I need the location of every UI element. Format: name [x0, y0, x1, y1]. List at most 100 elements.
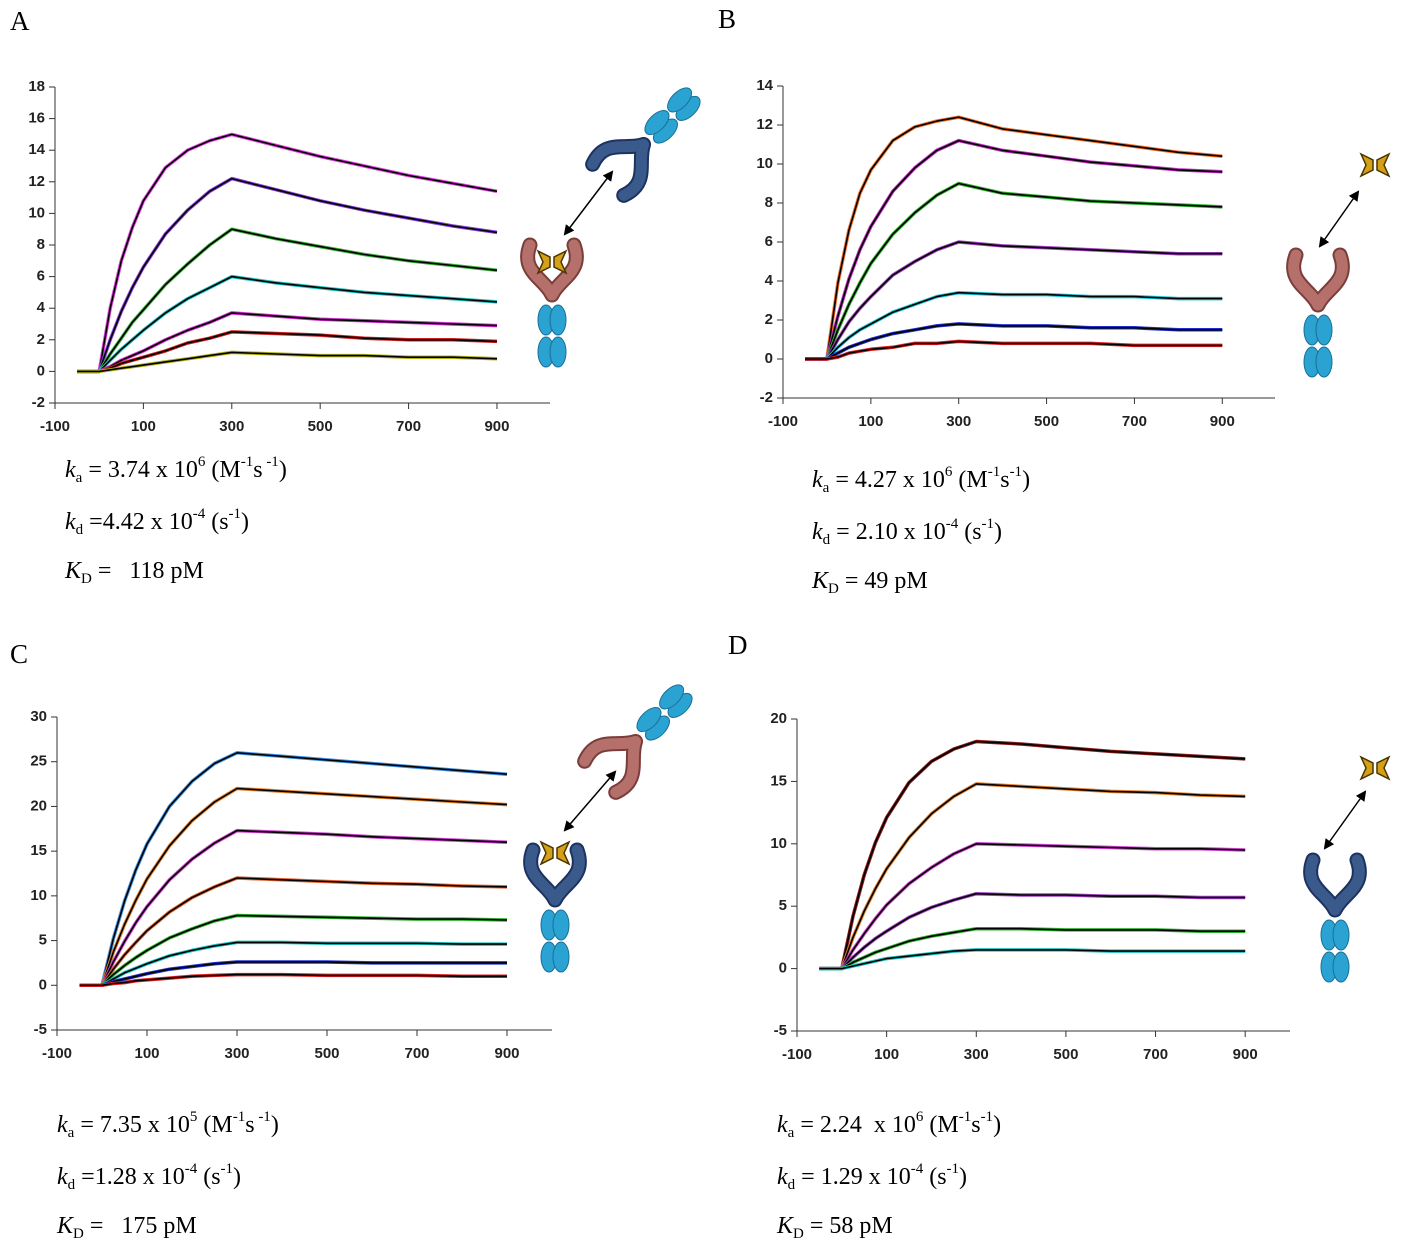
kinetic-text: ) [278, 457, 287, 483]
fit-curve [77, 351, 498, 373]
kinetic-text: (M [952, 467, 988, 493]
kinetic-text: D [81, 571, 92, 587]
kinetic-text: a [787, 1125, 795, 1141]
fit-curve [805, 241, 1223, 360]
kinetic-text: -4 [910, 1161, 924, 1177]
fit-curve [77, 177, 498, 373]
antibody-icon [528, 245, 577, 367]
fit-curve [805, 139, 1223, 360]
kinetic-text: a [822, 480, 830, 496]
kinetic-text: ) [1022, 467, 1031, 493]
x-tick-label: 900 [494, 1045, 519, 1062]
fit-curve [79, 973, 507, 987]
kinetic-text: ) [994, 519, 1003, 545]
binding-arrow [1323, 790, 1367, 850]
kinetic-text: -1 [1009, 464, 1023, 480]
y-tick-label: 0 [765, 350, 773, 367]
kinetic-constant: kd =4.42 x 10-4 (s-1) [65, 507, 287, 559]
kinetic-constant: ka = 2.24 x 106 (M-1s-1) [777, 1110, 1001, 1162]
kinetic-text: = 4.27 x 10 [829, 467, 945, 493]
fit-curve [79, 941, 507, 987]
y-tick-label: 8 [765, 194, 773, 211]
kinetic-constant: KD = 58 pM [777, 1214, 1001, 1257]
data-curve [79, 876, 508, 988]
data-curve [77, 132, 498, 374]
y-tick-label: 15 [770, 772, 787, 789]
kinetic-text: 6 [915, 1109, 924, 1125]
data-curve [77, 350, 498, 374]
kinetic-constant: ka = 3.74 x 106 (M-1s -1) [65, 455, 287, 507]
kinetic-text: k [777, 1164, 788, 1190]
kinetic-text: =1.28 x 10 [75, 1164, 185, 1190]
kinetic-text: k [812, 467, 823, 493]
kinetic-constant: KD = 118 pM [65, 559, 287, 611]
kinetic-text: (s [958, 519, 982, 545]
kinetic-text: ) [241, 509, 250, 535]
y-tick-label: 14 [756, 77, 773, 94]
y-tick-label: 12 [28, 173, 45, 190]
kinetic-text: s [253, 457, 263, 483]
y-tick-label: 30 [30, 708, 47, 725]
y-tick-label: 10 [30, 887, 47, 904]
kinetic-text: =4.42 x 10 [83, 509, 193, 535]
y-tick-label: 15 [30, 842, 47, 859]
kinetic-text: k [812, 519, 823, 545]
kinetics: ka = 2.24 x 106 (M-1s-1) kd = 1.29 x 10-4… [777, 1110, 1001, 1257]
y-tick-label: 20 [30, 797, 47, 814]
antibody-icon [583, 673, 704, 794]
fit-curve [819, 783, 1246, 970]
antibody-icon [531, 850, 580, 972]
kinetic-text: 6 [197, 454, 206, 470]
kinetics: ka = 3.74 x 106 (M-1s -1) kd =4.42 x 10-4… [65, 455, 287, 611]
kinetic-text: K [57, 1213, 74, 1239]
fit-curve [819, 949, 1246, 970]
kinetic-text: 6 [944, 464, 953, 480]
antibody-icon [591, 76, 712, 197]
y-tick-label: 10 [756, 155, 773, 172]
antigen-icon [537, 250, 567, 274]
x-tick-label: 300 [219, 418, 244, 435]
y-tick-label: -2 [32, 394, 45, 411]
panel-label: D [728, 630, 748, 660]
fit-curve [79, 877, 508, 987]
x-tick-label: 500 [314, 1045, 339, 1062]
kinetic-text: k [57, 1112, 68, 1138]
data-curve [77, 227, 498, 374]
kinetic-text: = 2.24 x 10 [794, 1112, 916, 1138]
panel-label: B [718, 4, 736, 34]
kinetic-text: K [777, 1213, 794, 1239]
antigen-icon [540, 841, 570, 865]
fit-curve [819, 927, 1246, 970]
panel-label: C [10, 639, 28, 669]
kinetic-text: d [67, 1177, 76, 1193]
antigen-icon [1360, 756, 1390, 780]
kinetic-text: -1 [240, 454, 254, 470]
kinetic-text: -1 [220, 1161, 234, 1177]
panel: C -5 0 5 10 15 20 25 30 -100 100 300 500 700 900 [10, 639, 552, 1062]
fit-curve [805, 340, 1223, 360]
kinetic-text: (M [923, 1112, 959, 1138]
kinetic-text: (M [197, 1112, 233, 1138]
y-tick-label: 0 [39, 976, 47, 993]
x-tick-label: -100 [42, 1045, 72, 1062]
kinetic-text: d [822, 532, 831, 548]
kinetic-constant: ka = 4.27 x 106 (M-1s-1) [812, 465, 1030, 517]
y-tick-label: 10 [770, 835, 787, 852]
kinetic-text: = 1.29 x 10 [795, 1164, 911, 1190]
kinetic-text: ) [233, 1164, 242, 1190]
kinetic-text: k [65, 457, 76, 483]
x-tick-label: -100 [768, 413, 798, 430]
y-tick-label: 2 [765, 311, 773, 328]
kinetic-text: -4 [192, 506, 206, 522]
kinetic-text: -4 [945, 516, 959, 532]
kinetic-text: -1 [228, 506, 242, 522]
kinetic-text: ) [270, 1112, 279, 1138]
kinetic-text: k [777, 1112, 788, 1138]
x-tick-label: 700 [1122, 413, 1147, 430]
fit-curve [79, 914, 508, 987]
y-tick-label: 6 [765, 233, 773, 250]
panel: D -5 0 5 10 15 20 -100 100 300 500 700 900 [728, 630, 1290, 1063]
kinetic-constant: kd = 2.10 x 10-4 (s-1) [812, 517, 1030, 569]
kinetic-constant: kd = 1.29 x 10-4 (s-1) [777, 1162, 1001, 1214]
kinetic-text: -1 [232, 1109, 246, 1125]
